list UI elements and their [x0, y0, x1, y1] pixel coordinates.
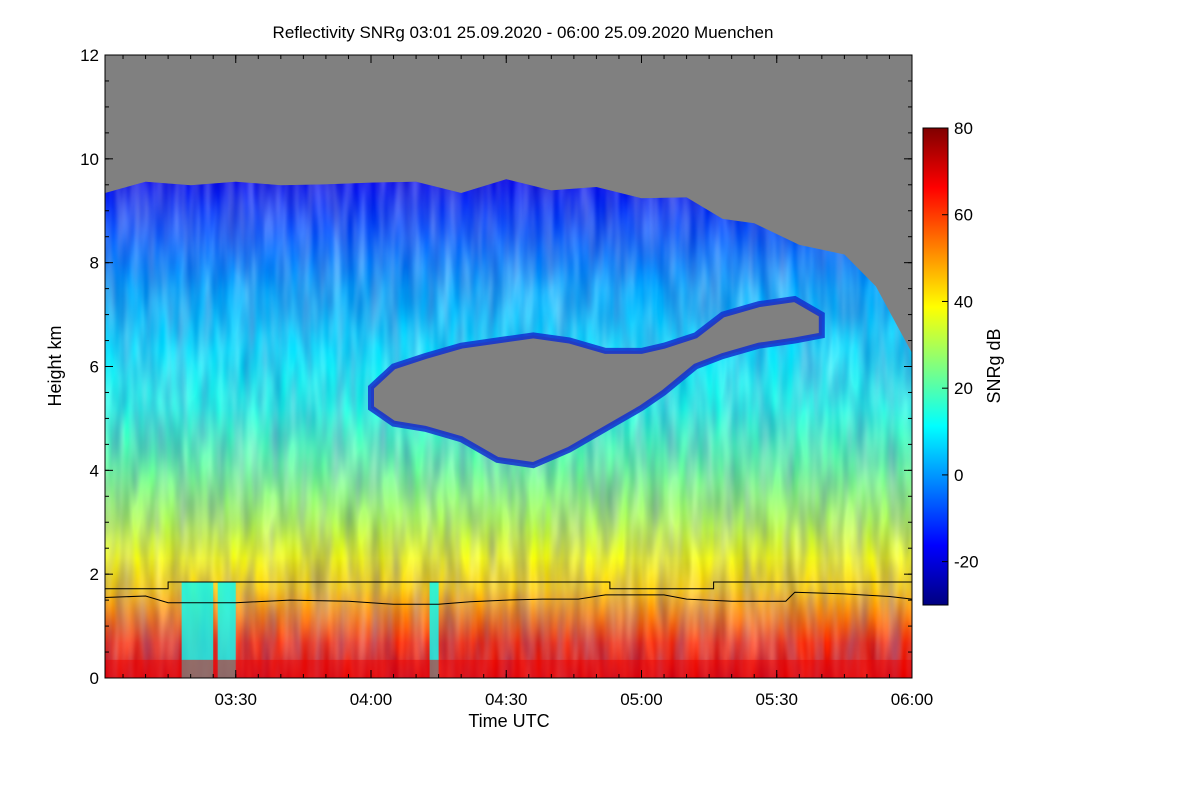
ground-clutter-band [105, 659, 912, 678]
y-tick-label: 10 [80, 150, 99, 169]
x-tick-label: 03:30 [214, 690, 257, 709]
colorbar-label: SNRg dB [984, 328, 1004, 403]
colorbar-frame [922, 127, 949, 606]
x-tick-label: 04:30 [485, 690, 528, 709]
y-axis-label: Height km [45, 325, 65, 406]
x-tick-label: 04:00 [350, 690, 393, 709]
lower-boundary-line [105, 591, 912, 605]
chart-title: Reflectivity SNRg 03:01 25.09.2020 - 06:… [273, 23, 774, 42]
y-tick-label: 6 [90, 358, 99, 377]
no-signal-gap-region [371, 299, 822, 466]
colorbar-tick-label: 0 [954, 466, 963, 485]
colorbar-tick-label: -20 [954, 553, 979, 572]
colorbar-tick-label: 20 [954, 379, 973, 398]
y-tick-label: 12 [80, 46, 99, 65]
gap-edge-echo [368, 295, 825, 469]
plot-area [105, 55, 912, 678]
colorbar-tick-label: 80 [954, 119, 973, 138]
colorbar-ticks: -20 0 20 40 60 80 [942, 119, 979, 572]
y-tick-label: 8 [90, 254, 99, 273]
y-tick-label: 4 [90, 461, 99, 480]
x-tick-label: 06:00 [891, 690, 934, 709]
colorbar: -20 0 20 40 60 80 SNRg dB [922, 119, 1004, 606]
colorbar-gradient [923, 128, 948, 605]
rain-shaft [429, 581, 439, 678]
y-tick-label: 2 [90, 565, 99, 584]
x-axis-label: Time UTC [468, 711, 549, 731]
rain-shaft [217, 581, 236, 678]
colorbar-tick-label: 60 [954, 206, 973, 225]
rain-shafts [105, 581, 912, 678]
x-axis: 03:30 04:00 04:30 05:00 05:30 06:00 [122, 55, 934, 709]
x-tick-label: 05:30 [755, 690, 798, 709]
y-axis: 0 2 4 6 8 10 12 [80, 46, 912, 688]
colorbar-tick-label: 40 [954, 292, 973, 311]
x-tick-label: 05:00 [620, 690, 663, 709]
upper-boundary-line [105, 581, 912, 590]
y-tick-label: 0 [90, 669, 99, 688]
